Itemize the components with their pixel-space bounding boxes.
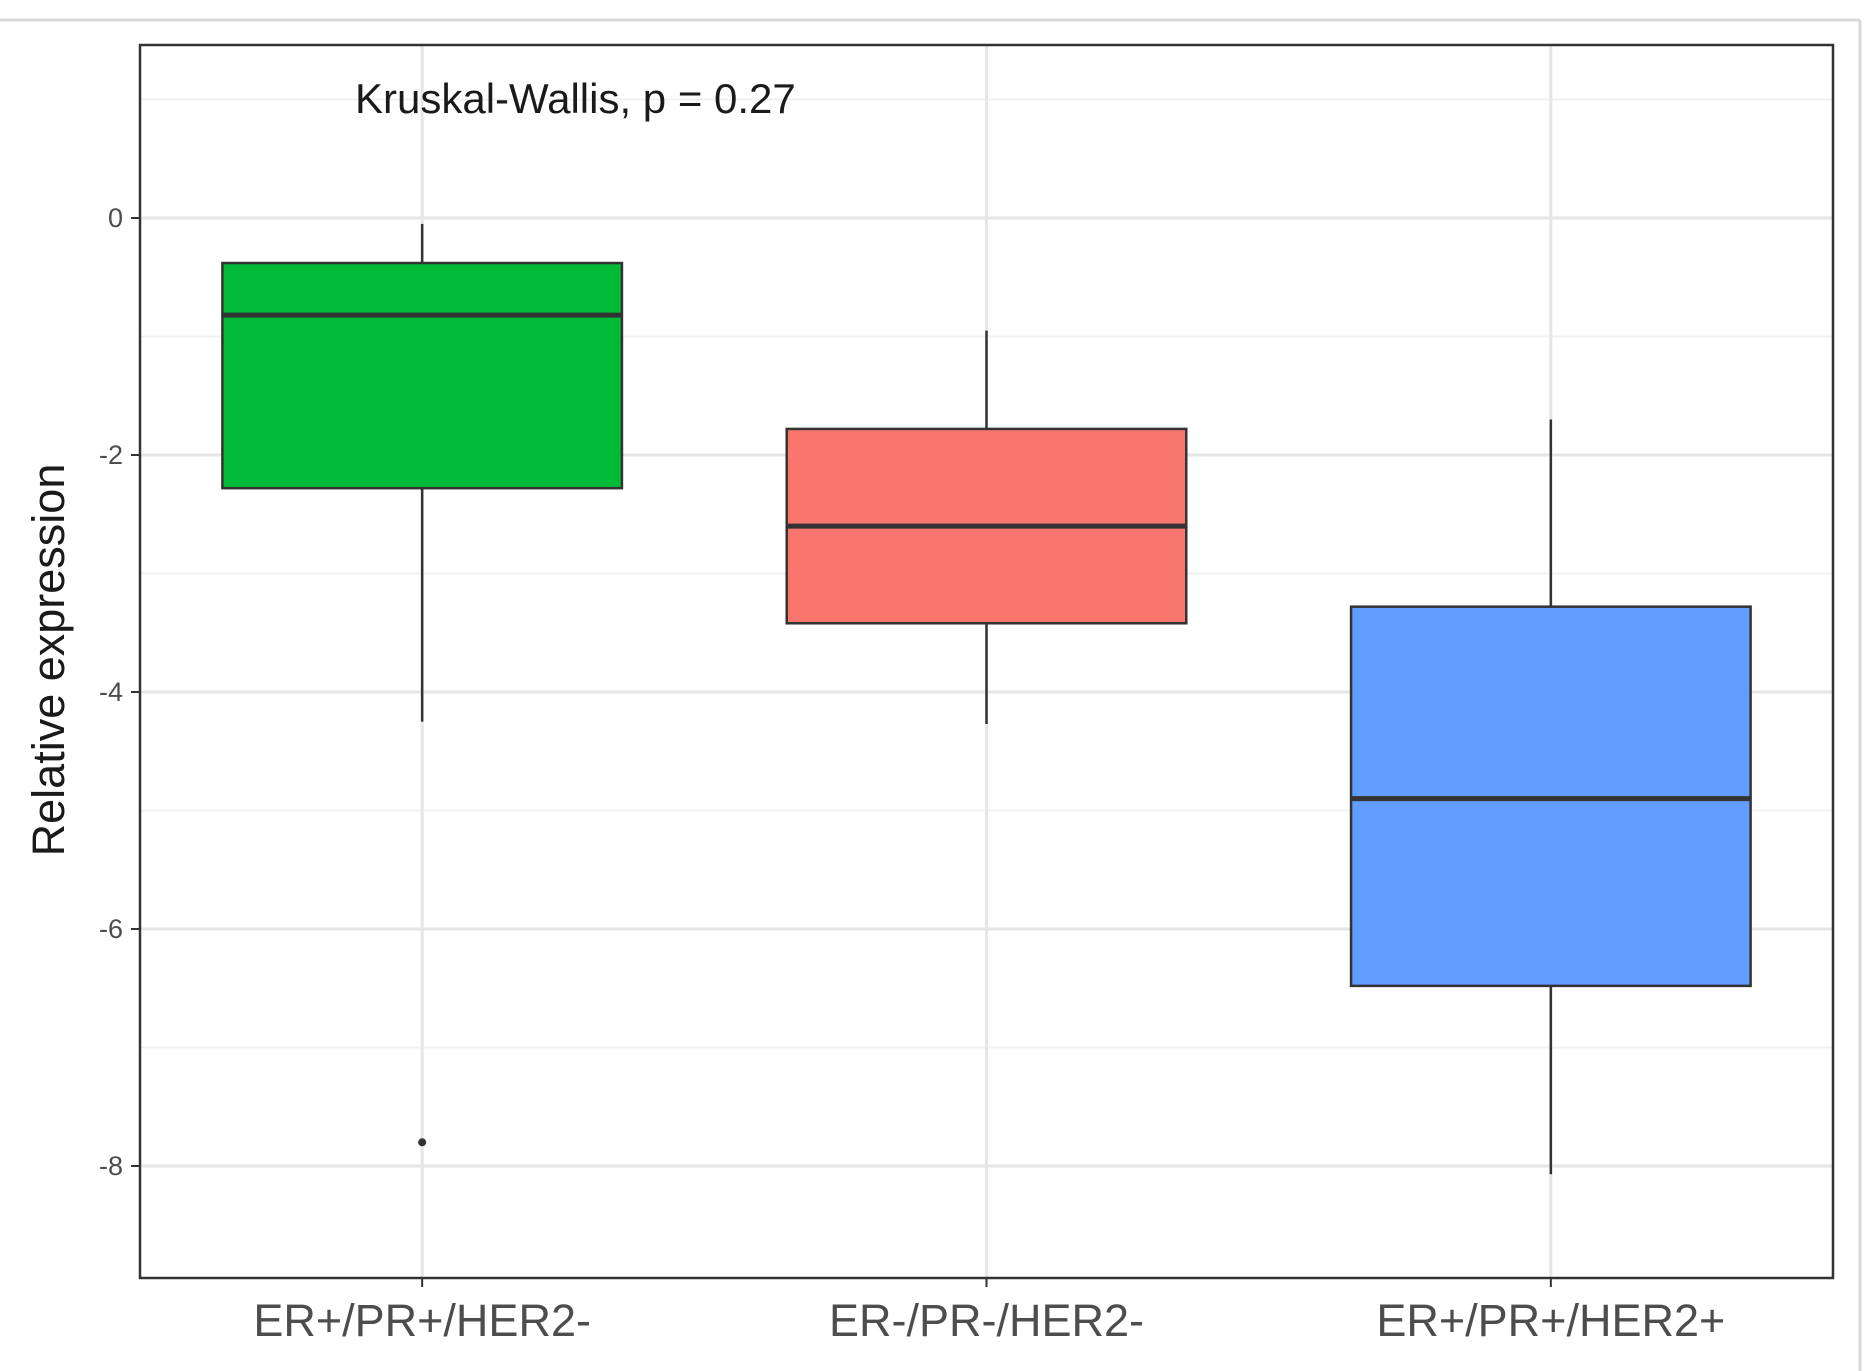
x-category-label: ER+/PR+/HER2+ bbox=[1376, 1295, 1725, 1346]
y-tick-label: -4 bbox=[99, 677, 123, 707]
annotation-text: Kruskal-Wallis, p = 0.27 bbox=[355, 75, 796, 122]
y-axis-title: Relative expression bbox=[23, 464, 74, 857]
axis-ticks: 0 -2 -4 -6 -8 ER+/PR+/HER2- ER-/PR-/HER2- ER+/P… bbox=[99, 203, 1725, 1346]
y-tick-label: -8 bbox=[99, 1151, 123, 1181]
x-category-label: ER+/PR+/HER2- bbox=[253, 1295, 591, 1346]
y-tick-label: -6 bbox=[99, 914, 123, 944]
boxes bbox=[221, 223, 1752, 1175]
box-iqr bbox=[221, 261, 624, 490]
box-group bbox=[785, 330, 1188, 724]
x-category-label: ER-/PR-/HER2- bbox=[829, 1295, 1144, 1346]
outlier-point bbox=[418, 1138, 427, 1147]
box-group bbox=[221, 223, 624, 1147]
y-tick-label: -2 bbox=[99, 440, 123, 470]
y-tick-label: 0 bbox=[108, 203, 123, 233]
box-group bbox=[1349, 419, 1752, 1175]
